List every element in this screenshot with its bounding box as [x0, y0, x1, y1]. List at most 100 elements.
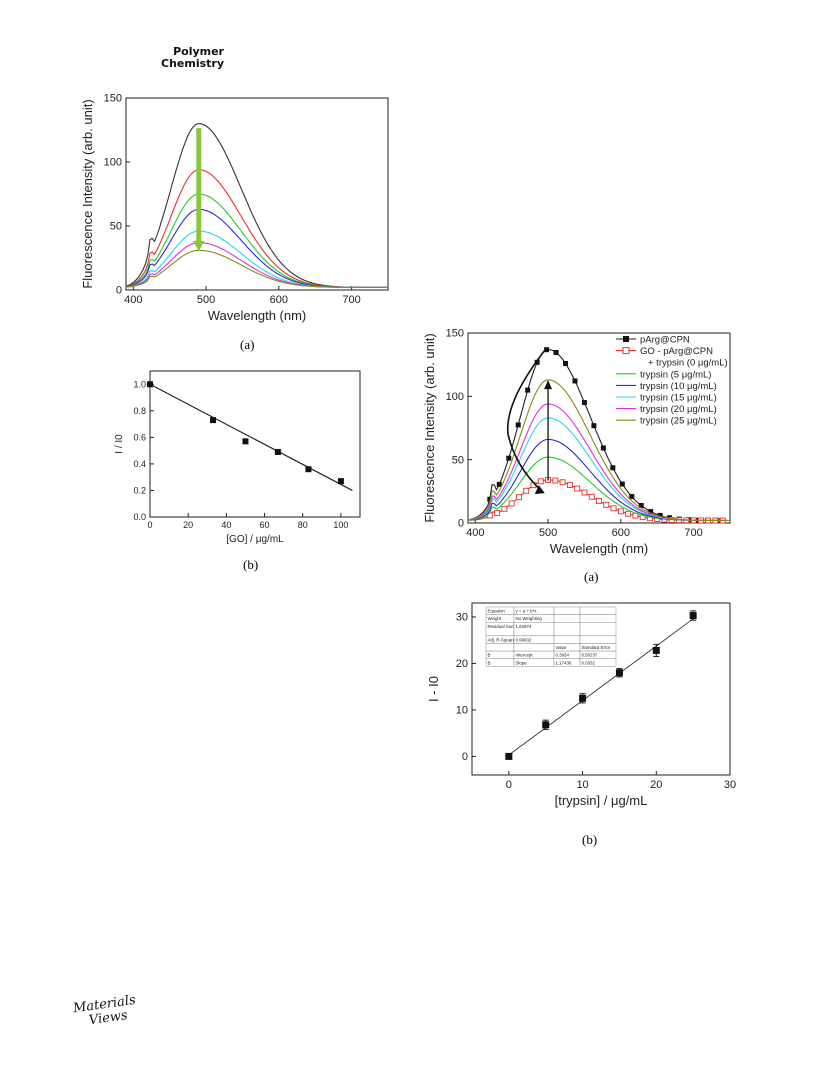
series-marker-0 [619, 481, 625, 487]
table-cell [553, 622, 581, 637]
y-tick-label: 150 [104, 93, 122, 105]
caption-right-b: (b) [582, 832, 598, 847]
plot-frame [149, 370, 361, 518]
caption-left-b: (b) [243, 557, 259, 572]
table-cell [579, 614, 617, 623]
y-tick-label: 100 [446, 391, 464, 403]
table-cell [553, 606, 581, 615]
x-tick-label: 0 [506, 779, 512, 791]
data-point-5 [689, 612, 697, 620]
y-axis-label: I - I0 [426, 676, 441, 702]
table-cell [553, 614, 581, 623]
series-marker-0 [506, 455, 512, 461]
table-cell-text: Residual Sum of Squares [488, 624, 539, 629]
x-tick-label: 700 [684, 527, 702, 539]
plot-frame [467, 332, 731, 524]
y-axis-label: I / I0 [114, 434, 125, 454]
legend-marker [622, 347, 630, 355]
y-tick-label: 20 [456, 658, 468, 670]
series-line-3 [125, 208, 388, 288]
chart-right-a: 400 500 600 700 0 50 100 150 Wavelength (nm) Fluo… [422, 328, 731, 556]
series-line-4 [125, 230, 388, 288]
x-axis-label: Wavelength (nm) [208, 308, 307, 323]
legend-entry-5: trypsin (15 μg/mL) [640, 393, 717, 404]
curved-arrow [506, 350, 546, 491]
data-point-1 [542, 721, 550, 729]
y-tick-label: 30 [456, 612, 468, 624]
series-marker-0 [629, 494, 635, 500]
y-tick-label: 0.2 [133, 485, 146, 495]
y-axis-label: Fluorescence Intensity (arb. unit) [80, 99, 95, 288]
table-cell-text: y = a + b*x [516, 609, 538, 614]
data-point-2 [242, 438, 249, 445]
y-tick-label: 100 [104, 157, 122, 169]
x-tick-label: 600 [612, 527, 630, 539]
series-marker-0 [487, 496, 493, 502]
x-tick-label: 500 [197, 294, 215, 306]
series-marker-1 [494, 510, 501, 516]
x-tick-label: 30 [724, 779, 736, 791]
legend-entry-7: trypsin (25 μg/mL) [640, 416, 717, 427]
series-marker-0 [563, 360, 569, 366]
series-marker-0 [553, 350, 559, 356]
x-tick-label: 60 [260, 520, 270, 530]
y-tick-label: 50 [452, 454, 464, 466]
table-cell-text: B [488, 660, 491, 665]
table-cell-text: Equation [488, 609, 506, 614]
series-marker-1 [603, 501, 610, 508]
series-marker-0 [648, 509, 654, 515]
y-tick-label: 0 [458, 518, 464, 530]
series-line-6 [467, 379, 730, 522]
series-marker-0 [534, 359, 540, 365]
x-tick-label: 100 [333, 520, 348, 530]
table-cell-text: 0.0332 [582, 660, 596, 665]
y-tick-label: 0.4 [133, 459, 146, 469]
y-tick-label: 0.0 [133, 512, 146, 522]
series-marker-0 [581, 400, 587, 406]
series-line-0 [125, 123, 388, 288]
table-cell [485, 643, 515, 652]
x-tick-label: 500 [539, 527, 557, 539]
series-marker-1 [515, 494, 522, 501]
plot-frame [471, 602, 731, 776]
materials-views-logo: Materials Views [72, 993, 138, 1030]
series-marker-1 [581, 489, 588, 496]
y-tick-label: 1.0 [133, 379, 146, 389]
y-tick-label: 10 [456, 705, 468, 717]
legend-entry-2: + trypsin (0 μg/mL) [648, 358, 728, 369]
table-cell [579, 658, 617, 667]
series-marker-1 [566, 482, 573, 488]
data-point-3 [615, 669, 623, 677]
data-point-5 [337, 478, 344, 485]
y-tick-label: 150 [446, 328, 464, 340]
table-cell-text: Weight [488, 616, 502, 621]
table-cell-text: Intercept [516, 653, 534, 658]
series-marker-0 [525, 387, 531, 393]
series-marker-0 [496, 481, 502, 487]
table-cell-text: 1.17436 [556, 660, 572, 665]
series-marker-1 [574, 485, 581, 492]
data-point-4 [305, 466, 312, 473]
series-marker-1 [559, 479, 566, 486]
series-marker-1 [523, 487, 530, 494]
table-cell [579, 635, 617, 644]
journal-title: Polymer Chemistry [158, 46, 224, 70]
legend-entry-0: pArg@CPN [640, 335, 690, 346]
table-cell [579, 622, 617, 637]
data-point-2 [579, 694, 587, 702]
legend-entry-3: trypsin (5 μg/mL) [640, 369, 711, 380]
chart-left-b: 0 20 40 60 80 100 0.0 0.2 0.4 0.6 0.8 1.0 [GO] / μg/… [114, 370, 361, 545]
table-cell [553, 635, 581, 644]
x-axis-label: [trypsin] / μg/mL [555, 793, 648, 808]
table-cell [579, 606, 617, 615]
series-marker-0 [591, 423, 597, 429]
legend-entry-1: GO - pArg@CPN [640, 346, 713, 357]
table-cell-text: Slope [516, 660, 528, 665]
series-marker-1 [537, 478, 544, 485]
y-tick-label: 0 [116, 285, 122, 297]
series-marker-1 [588, 493, 595, 500]
table-cell-text: No Weighting [516, 616, 543, 621]
series-line-6 [125, 249, 388, 288]
y-tick-label: 0.8 [133, 406, 146, 416]
table-cell-text: B [488, 653, 491, 658]
